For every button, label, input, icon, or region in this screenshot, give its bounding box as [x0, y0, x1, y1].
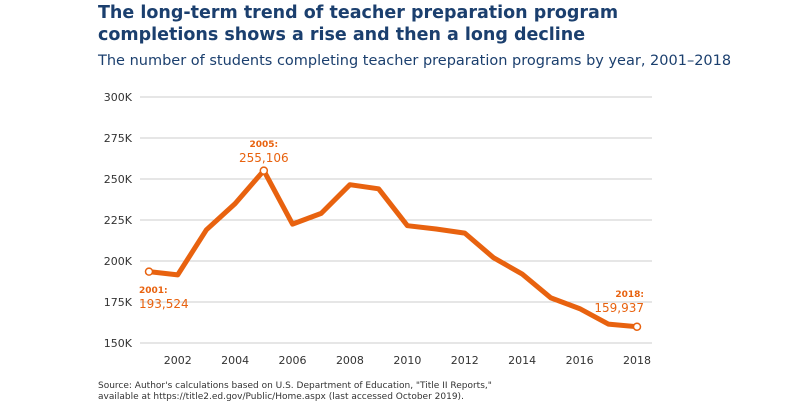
series-layer — [146, 168, 640, 330]
y-tick-label: 300K — [104, 91, 133, 104]
y-tick-label: 250K — [104, 173, 133, 186]
source-note: Source: Author's calculations based on U… — [98, 381, 492, 403]
y-tick-label: 200K — [104, 255, 133, 268]
y-axis-ticks: 150K 175K 200K 225K 250K 275K 300K — [104, 91, 133, 350]
y-tick-label: 175K — [104, 296, 133, 309]
annotation-marker — [144, 267, 154, 276]
x-tick-label: 2018 — [623, 354, 651, 367]
annotation-year-label: 2001: — [139, 286, 168, 296]
annotation-marker — [632, 322, 642, 331]
chart-title: The long-term trend of teacher preparati… — [98, 3, 619, 45]
annotation-year-label: 2018: — [615, 290, 644, 300]
x-tick-label: 2002 — [164, 354, 192, 367]
x-tick-label: 2012 — [451, 354, 479, 367]
series-line — [146, 168, 640, 330]
y-tick-label: 150K — [104, 337, 133, 350]
y-tick-label: 225K — [104, 214, 133, 227]
x-tick-label: 2010 — [393, 354, 421, 367]
annotation-value-label: 255,106 — [239, 151, 289, 165]
x-tick-label: 2016 — [566, 354, 594, 367]
x-axis-ticks: 2002 2004 2006 2008 2010 2012 2014 2016 2018 — [164, 354, 651, 367]
x-tick-label: 2014 — [508, 354, 536, 367]
gridlines — [140, 96, 652, 344]
chart-subtitle: The number of students completing teache… — [98, 53, 732, 69]
annotations: 2001:193,524 2005:255,106 2018:159,937 — [139, 140, 644, 331]
x-tick-label: 2004 — [221, 354, 249, 367]
source-line-1: Source: Author's calculations based on U… — [98, 381, 492, 391]
y-tick-label: 275K — [104, 132, 133, 145]
annotation-value-label: 159,937 — [594, 301, 644, 315]
annotation-value-label: 193,524 — [139, 297, 189, 311]
x-tick-label: 2008 — [336, 354, 364, 367]
x-tick-label: 2006 — [279, 354, 307, 367]
annotation-year-label: 2005: — [249, 140, 278, 150]
annotation-marker — [259, 166, 269, 175]
source-line-2: available at https://title2.ed.gov/Publi… — [98, 392, 464, 402]
